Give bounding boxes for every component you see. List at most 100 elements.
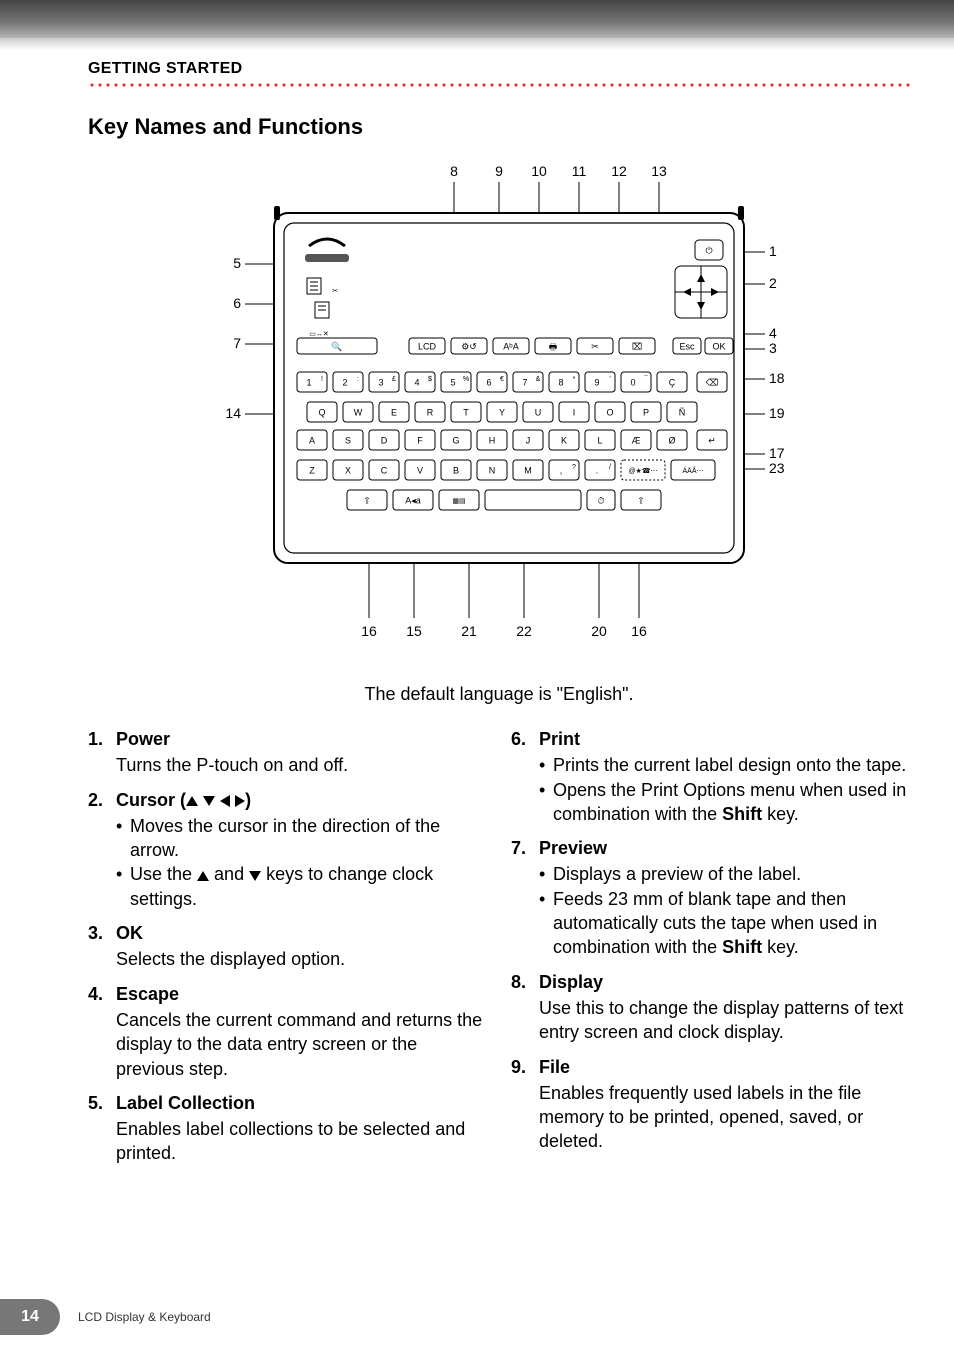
item-title: Cursor ( )	[116, 788, 487, 812]
footer-text: LCD Display & Keyboard	[78, 1310, 211, 1324]
space-key	[485, 490, 581, 510]
item-number: 9.	[511, 1055, 539, 1154]
q-row: QWERTYUIOPÑ	[307, 402, 697, 422]
callout-num: 18	[769, 370, 785, 386]
list-item: 9. File Enables frequently used labels i…	[511, 1055, 910, 1154]
list-item: 4. Escape Cancels the current command an…	[88, 982, 487, 1081]
callout-num: 6	[233, 295, 241, 311]
sub-item: • Prints the current label design onto t…	[539, 753, 910, 777]
list-item: 1. Power Turns the P-touch on and off.	[88, 727, 487, 778]
svg-text:K: K	[561, 435, 567, 445]
triangle-left-icon	[220, 795, 230, 807]
svg-text:/: /	[609, 464, 611, 471]
svg-text:£: £	[392, 376, 396, 383]
svg-text:6: 6	[486, 377, 491, 387]
sub-item: • Displays a preview of the label.	[539, 862, 910, 886]
svg-text:D: D	[381, 435, 388, 445]
svg-text:T: T	[463, 407, 469, 417]
svg-text:P: P	[643, 407, 649, 417]
svg-text:S: S	[345, 435, 351, 445]
right-column: 6. Print • Prints the current label desi…	[511, 727, 910, 1176]
svg-text:9: 9	[594, 377, 599, 387]
item-number: 7.	[511, 836, 539, 959]
sub-text-part: Use the	[130, 864, 197, 884]
triangle-down-icon	[203, 796, 215, 806]
bullet-icon: •	[539, 862, 553, 886]
svg-text:⇧: ⇧	[363, 495, 371, 505]
callout-num: 8	[450, 163, 458, 179]
svg-text:0: 0	[630, 377, 635, 387]
item-title: Print	[539, 727, 910, 751]
svg-text:Z: Z	[309, 465, 315, 475]
enter-icon: ↵	[708, 435, 716, 445]
sub-text: Use the and keys to change clock setting…	[130, 862, 487, 911]
dotted-rule	[88, 82, 910, 88]
svg-text:M: M	[524, 465, 532, 475]
svg-text:@★☎⋯: @★☎⋯	[628, 467, 657, 475]
svg-text:⇧: ⇧	[637, 495, 645, 505]
item-desc: Turns the P-touch on and off.	[116, 753, 487, 777]
svg-text:X: X	[345, 465, 351, 475]
svg-text:?: ?	[572, 464, 576, 471]
svg-text:Ñ: Ñ	[679, 407, 686, 417]
left-column: 1. Power Turns the P-touch on and off. 2…	[88, 727, 487, 1176]
list-item: 8. Display Use this to change the displa…	[511, 970, 910, 1045]
callout-num: 13	[651, 163, 667, 179]
header-band-light	[0, 38, 954, 50]
svg-text:V: V	[417, 465, 423, 475]
svg-text:,: ,	[560, 465, 563, 475]
svg-text:F: F	[417, 435, 423, 445]
sub-text-part: and	[209, 864, 249, 884]
svg-text:1: 1	[306, 377, 311, 387]
bullet-icon: •	[539, 753, 553, 777]
svg-text:H: H	[489, 435, 496, 445]
svg-text:Q: Q	[318, 407, 325, 417]
svg-text:€: €	[500, 376, 504, 383]
power-icon: ⏻	[705, 245, 712, 255]
sub-item: • Opens the Print Options menu when used…	[539, 778, 910, 827]
nub	[738, 206, 744, 220]
item-title: Power	[116, 727, 487, 751]
svg-text:!: !	[321, 376, 323, 383]
callout-num: 19	[769, 405, 785, 421]
svg-text:5: 5	[450, 377, 455, 387]
svg-text:R: R	[427, 407, 434, 417]
sub-text-part: key.	[762, 937, 799, 957]
page-number-badge: 14	[0, 1299, 60, 1335]
callout-num: 7	[233, 335, 241, 351]
svg-text:U: U	[535, 407, 542, 417]
item-title: File	[539, 1055, 910, 1079]
bullet-icon: •	[539, 778, 553, 827]
svg-text:L: L	[597, 435, 602, 445]
svg-text:%: %	[463, 376, 469, 383]
list-item: 5. Label Collection Enables label collec…	[88, 1091, 487, 1166]
list-item: 6. Print • Prints the current label desi…	[511, 727, 910, 826]
bullet-icon: •	[116, 862, 130, 911]
keyboard-svg: 8 9 10 11 12 13 5	[179, 158, 819, 678]
callout-num: 21	[461, 623, 477, 639]
content-area: GETTING STARTED Key Names and Functions …	[88, 60, 910, 1176]
item-desc: Enables frequently used labels in the fi…	[539, 1081, 910, 1154]
callout-num: 9	[495, 163, 503, 179]
sub-item: • Moves the cursor in the direction of t…	[116, 814, 487, 863]
svg-text:⏱: ⏱	[597, 495, 604, 505]
svg-text:I: I	[573, 407, 576, 417]
triangle-up-icon	[186, 796, 198, 806]
section-header: GETTING STARTED	[88, 60, 910, 82]
callout-num: 15	[406, 623, 422, 639]
svg-text:G: G	[452, 435, 459, 445]
item-desc: Use this to change the display patterns …	[539, 996, 910, 1045]
svg-text:3: 3	[378, 377, 383, 387]
display-icons-text: ▭↔✕	[309, 331, 328, 338]
callout-num: 3	[769, 340, 777, 356]
svg-text:4: 4	[414, 377, 419, 387]
list-item: 3. OK Selects the displayed option.	[88, 921, 487, 972]
sub-text: Moves the cursor in the direction of the…	[130, 814, 487, 863]
svg-text:🖶: 🖶	[549, 341, 558, 351]
triangle-down-icon	[249, 871, 261, 881]
svg-text:7: 7	[522, 377, 527, 387]
bottom-mod-row: ⇧ A◂a ▦▤ ⏱ ⇧	[347, 490, 661, 510]
preview-icon: 🔍	[331, 340, 342, 351]
callout-num: 20	[591, 623, 607, 639]
a-row: ASDFGHJKLÆØ	[297, 430, 687, 450]
